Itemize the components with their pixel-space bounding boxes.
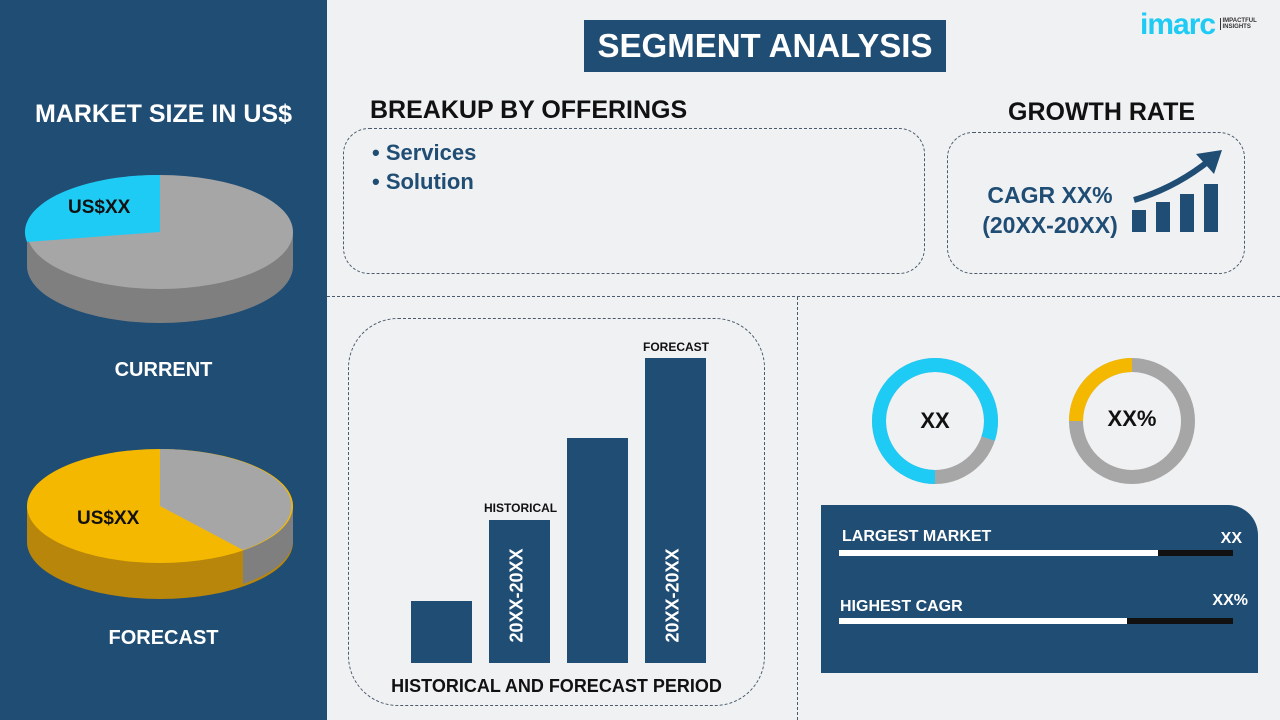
historical-label: HISTORICAL [484, 501, 558, 515]
bar-forecast [645, 358, 706, 663]
current-label: CURRENT [114, 359, 213, 381]
donut-2-label: XX% [1107, 406, 1157, 431]
period-caption: HISTORICAL AND FORECAST PERIOD [391, 676, 722, 696]
cagr-period: (20XX-20XX) [982, 212, 1118, 238]
forecast-label: FORECAST [108, 627, 219, 649]
historical-range: 20XX-20XX [506, 548, 527, 643]
cagr-value: CAGR XX% [987, 182, 1113, 208]
bar-1 [411, 601, 472, 663]
donut-fill [872, 358, 998, 484]
logo-tagline: IMPACTFUL INSIGHTS [1219, 18, 1257, 30]
left-panel [0, 0, 327, 720]
divider-horizontal [327, 296, 1280, 297]
kpi-value: XX% [1212, 592, 1248, 609]
kpi-label: HIGHEST CAGR [840, 598, 963, 615]
logo-text: imarc [1140, 8, 1216, 41]
imarc-logo: imarc IMPACTFUL INSIGHTS [1140, 8, 1257, 42]
page-title: SEGMENT ANALYSIS [584, 20, 946, 72]
current-pie-chart [24, 174, 293, 323]
bar-3 [567, 438, 628, 663]
breakup-heading: BREAKUP BY OFFERINGS [370, 96, 688, 124]
kpi-bar-fill [839, 618, 1127, 624]
breakup-box [343, 128, 925, 274]
pie-slice-current [24, 174, 161, 242]
bar-historical [489, 520, 550, 663]
kpi-bar-largest-market [839, 550, 1233, 556]
period-chart-box [348, 318, 765, 706]
divider-vertical [797, 297, 798, 720]
donut-chart-1 [872, 358, 998, 484]
current-value: US$XX [68, 197, 131, 218]
forecast-range: 20XX-20XX [662, 548, 683, 643]
forecast-value: US$XX [77, 508, 140, 529]
kpi-label: LARGEST MARKET [842, 528, 992, 545]
offering-item: • Services [372, 140, 477, 165]
growth-heading: GROWTH RATE [1008, 98, 1196, 126]
market-size-heading: MARKET SIZE IN US$ [35, 100, 292, 128]
kpi-value: XX [1220, 530, 1242, 547]
cagr-text: CAGR XX% (20XX-20XX) [970, 180, 1130, 240]
kpi-bar-fill [839, 550, 1159, 556]
forecast-pie-chart [27, 449, 293, 599]
forecast-label: FORECAST [643, 340, 709, 354]
donut-chart-2 [1069, 358, 1195, 484]
offering-item: • Solution [372, 169, 474, 194]
pie-slice-rest [160, 449, 292, 550]
growth-box [947, 132, 1245, 274]
donut-fill [1069, 358, 1195, 484]
growth-chart-arrow-icon [1132, 150, 1222, 232]
donut-1-label: XX [920, 408, 950, 433]
kpi-panel: LARGEST MARKET XX HIGHEST CAGR XX% [821, 505, 1258, 673]
kpi-bar-highest-cagr [839, 618, 1233, 624]
